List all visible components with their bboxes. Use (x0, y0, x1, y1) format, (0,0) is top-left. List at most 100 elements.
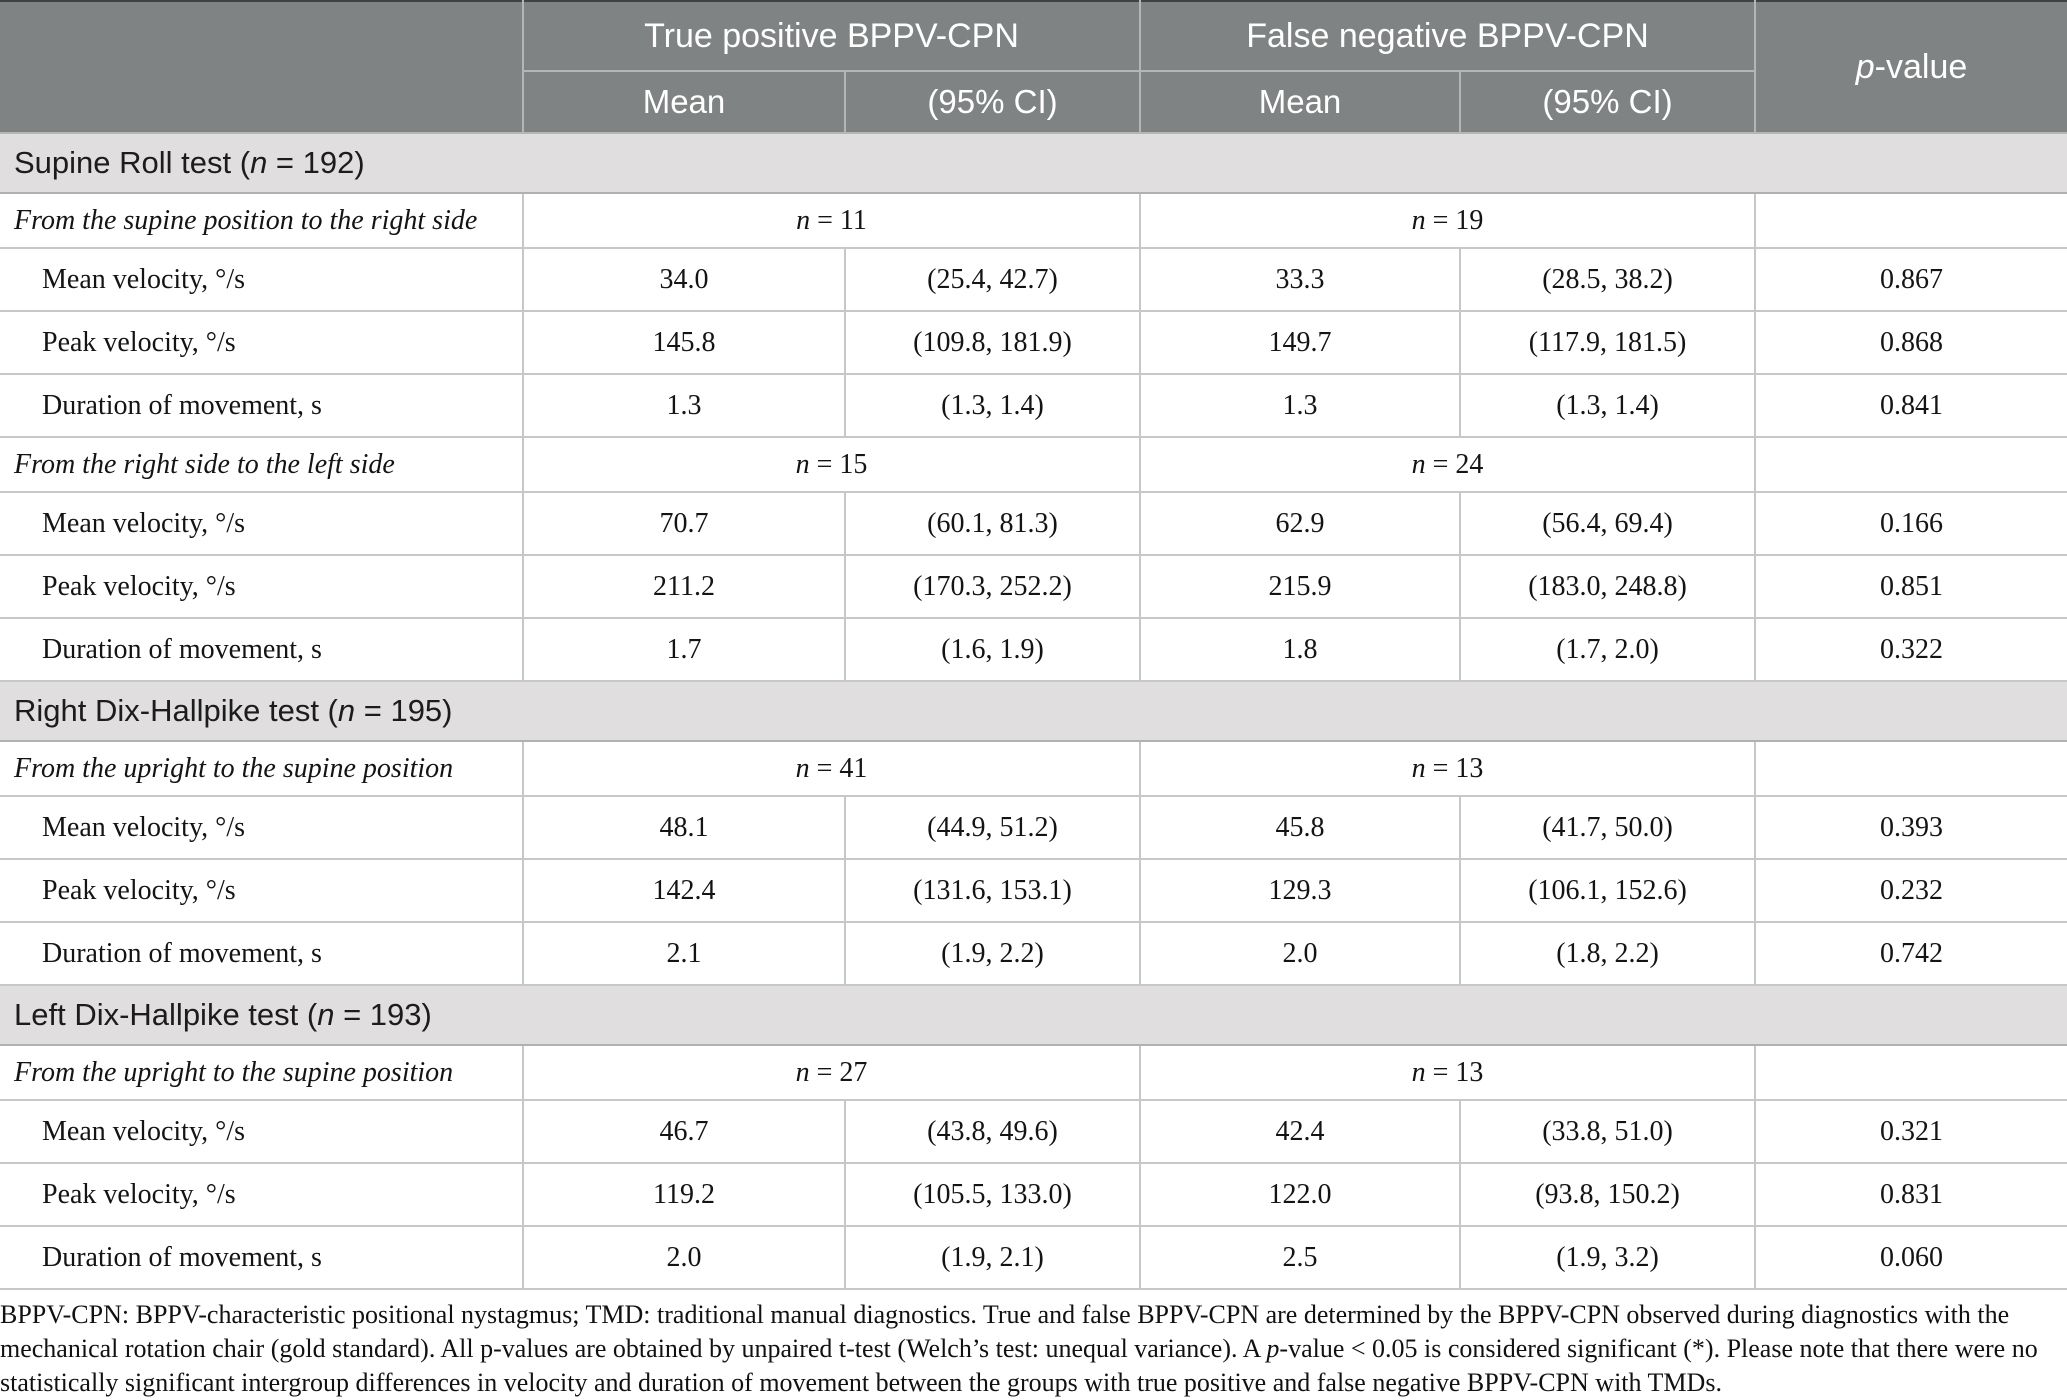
p-value-cell: 0.851 (1754, 554, 2067, 619)
tp-mean-cell: 70.7 (522, 491, 846, 556)
tp-ci-cell: (170.3, 252.2) (843, 554, 1142, 619)
tp-ci-header: (95% CI) (843, 71, 1142, 134)
section-title-cell: Right Dix-Hallpike test (n = 195) (0, 680, 2067, 742)
fn-n-cell: n = 19 (1139, 192, 1757, 249)
results-table-body: Supine Roll test (n = 192) From the supin… (0, 132, 2067, 1290)
tp-mean-cell: 142.4 (522, 858, 846, 923)
fn-ci-cell: (1.3, 1.4) (1459, 373, 1757, 438)
p-value-cell: 0.393 (1754, 795, 2067, 860)
fn-ci-cell: (183.0, 248.8) (1459, 554, 1757, 619)
tp-n-cell: n = 11 (521, 192, 1142, 249)
metric-label-cell: Peak velocity, °/s (0, 1162, 524, 1227)
tp-mean-cell: 119.2 (522, 1162, 846, 1227)
p-value-header-label: p-value (1855, 47, 1968, 86)
tp-ci-cell: (44.9, 51.2) (843, 795, 1142, 860)
metric-label-cell: Duration of movement, s (0, 617, 524, 682)
section-row: Right Dix-Hallpike test (n = 195) (0, 680, 2067, 742)
fn-ci-cell: (93.8, 150.2) (1459, 1162, 1757, 1227)
tp-ci-cell: (105.5, 133.0) (843, 1162, 1142, 1227)
corner-cell (0, 1, 524, 134)
metric-row: Peak velocity, °/s 119.2 (105.5, 133.0) 122… (0, 1162, 2067, 1227)
metric-row: Mean velocity, °/s 70.7 (60.1, 81.3) 62.9 (5… (0, 491, 2067, 556)
subsection-row: From the supine position to the right si… (0, 192, 2067, 249)
fn-ci-cell: (117.9, 181.5) (1459, 310, 1757, 375)
subsection-label-cell: From the right side to the left side (0, 436, 524, 493)
metric-row: Duration of movement, s 2.1 (1.9, 2.2) 2.0(… (0, 921, 2067, 986)
subsection-row: From the upright to the supine position n… (0, 1044, 2067, 1101)
metric-row: Mean velocity, °/s 48.1 (44.9, 51.2) 45.8 (4… (0, 795, 2067, 860)
fn-mean-cell: 1.8 (1139, 617, 1462, 682)
header-row-stats: Mean (95% CI) Mean (95% CI) (0, 71, 2067, 134)
tp-mean-cell: 1.7 (522, 617, 846, 682)
p-value-cell: 0.841 (1754, 373, 2067, 438)
fn-mean-cell: 129.3 (1139, 858, 1462, 923)
metric-label-cell: Duration of movement, s (0, 373, 524, 438)
metric-label-cell: Peak velocity, °/s (0, 310, 524, 375)
p-value-empty-cell (1754, 192, 2067, 249)
tp-mean-cell: 145.8 (522, 310, 846, 375)
metric-row: Duration of movement, s 1.3 (1.3, 1.4) 1.3(… (0, 373, 2067, 438)
fn-ci-cell: (56.4, 69.4) (1459, 491, 1757, 556)
fn-n-cell: n = 13 (1139, 740, 1757, 797)
p-value-cell: 0.232 (1754, 858, 2067, 923)
tp-ci-cell: (43.8, 49.6) (843, 1099, 1142, 1164)
fn-mean-cell: 215.9 (1139, 554, 1462, 619)
tp-n-cell: n = 41 (521, 740, 1142, 797)
group-header-true-positive: True positive BPPV-CPN (521, 1, 1142, 72)
section-row: Left Dix-Hallpike test (n = 193) (0, 984, 2067, 1046)
fn-mean-cell: 2.0 (1139, 921, 1462, 986)
p-value-cell: 0.321 (1754, 1099, 2067, 1164)
p-value-cell: 0.322 (1754, 617, 2067, 682)
p-value-cell: 0.166 (1754, 491, 2067, 556)
fn-ci-cell: (33.8, 51.0) (1459, 1099, 1757, 1164)
p-value-empty-cell (1754, 1044, 2067, 1101)
tp-mean-header: Mean (522, 71, 846, 134)
fn-n-cell: n = 13 (1139, 1044, 1757, 1101)
tp-ci-cell: (109.8, 181.9) (843, 310, 1142, 375)
subsection-label-cell: From the supine position to the right si… (0, 192, 524, 249)
p-value-empty-cell (1754, 740, 2067, 797)
metric-label-cell: Peak velocity, °/s (0, 858, 524, 923)
fn-ci-cell: (1.8, 2.2) (1459, 921, 1757, 986)
p-value-header: p-value (1754, 1, 2067, 134)
fn-ci-cell: (28.5, 38.2) (1459, 247, 1757, 312)
tp-ci-cell: (1.9, 2.1) (843, 1225, 1142, 1290)
subsection-row: From the right side to the left side n = … (0, 436, 2067, 493)
metric-label-cell: Duration of movement, s (0, 921, 524, 986)
tp-mean-cell: 46.7 (522, 1099, 846, 1164)
tp-mean-cell: 2.1 (522, 921, 846, 986)
p-value-cell: 0.831 (1754, 1162, 2067, 1227)
section-title-cell: Supine Roll test (n = 192) (0, 132, 2067, 194)
fn-mean-cell: 1.3 (1139, 373, 1462, 438)
subsection-label-cell: From the upright to the supine position (0, 1044, 524, 1101)
metric-row: Duration of movement, s 1.7 (1.6, 1.9) 1.8(… (0, 617, 2067, 682)
results-table: True positive BPPV-CPN False negative BP… (0, 0, 2067, 1290)
metric-label-cell: Peak velocity, °/s (0, 554, 524, 619)
fn-mean-cell: 122.0 (1139, 1162, 1462, 1227)
metric-label-cell: Mean velocity, °/s (0, 491, 524, 556)
metric-label-cell: Mean velocity, °/s (0, 1099, 524, 1164)
metric-row: Mean velocity, °/s 34.0 (25.4, 42.7) 33.3 (2… (0, 247, 2067, 312)
metric-row: Peak velocity, °/s 145.8 (109.8, 181.9) 149… (0, 310, 2067, 375)
fn-mean-cell: 149.7 (1139, 310, 1462, 375)
fn-ci-cell: (1.7, 2.0) (1459, 617, 1757, 682)
metric-row: Peak velocity, °/s 211.2 (170.3, 252.2) 215… (0, 554, 2067, 619)
tp-mean-cell: 2.0 (522, 1225, 846, 1290)
tp-ci-cell: (1.9, 2.2) (843, 921, 1142, 986)
p-value-cell: 0.867 (1754, 247, 2067, 312)
fn-mean-cell: 62.9 (1139, 491, 1462, 556)
tp-ci-cell: (60.1, 81.3) (843, 491, 1142, 556)
fn-mean-cell: 2.5 (1139, 1225, 1462, 1290)
fn-ci-header: (95% CI) (1459, 71, 1757, 134)
tp-mean-cell: 34.0 (522, 247, 846, 312)
fn-ci-cell: (41.7, 50.0) (1459, 795, 1757, 860)
p-value-cell: 0.060 (1754, 1225, 2067, 1290)
fn-ci-cell: (1.9, 3.2) (1459, 1225, 1757, 1290)
fn-mean-cell: 42.4 (1139, 1099, 1462, 1164)
tp-ci-cell: (1.6, 1.9) (843, 617, 1142, 682)
metric-label-cell: Mean velocity, °/s (0, 795, 524, 860)
tp-mean-cell: 1.3 (522, 373, 846, 438)
metric-row: Mean velocity, °/s 46.7 (43.8, 49.6) 42.4 (3… (0, 1099, 2067, 1164)
section-row: Supine Roll test (n = 192) (0, 132, 2067, 194)
